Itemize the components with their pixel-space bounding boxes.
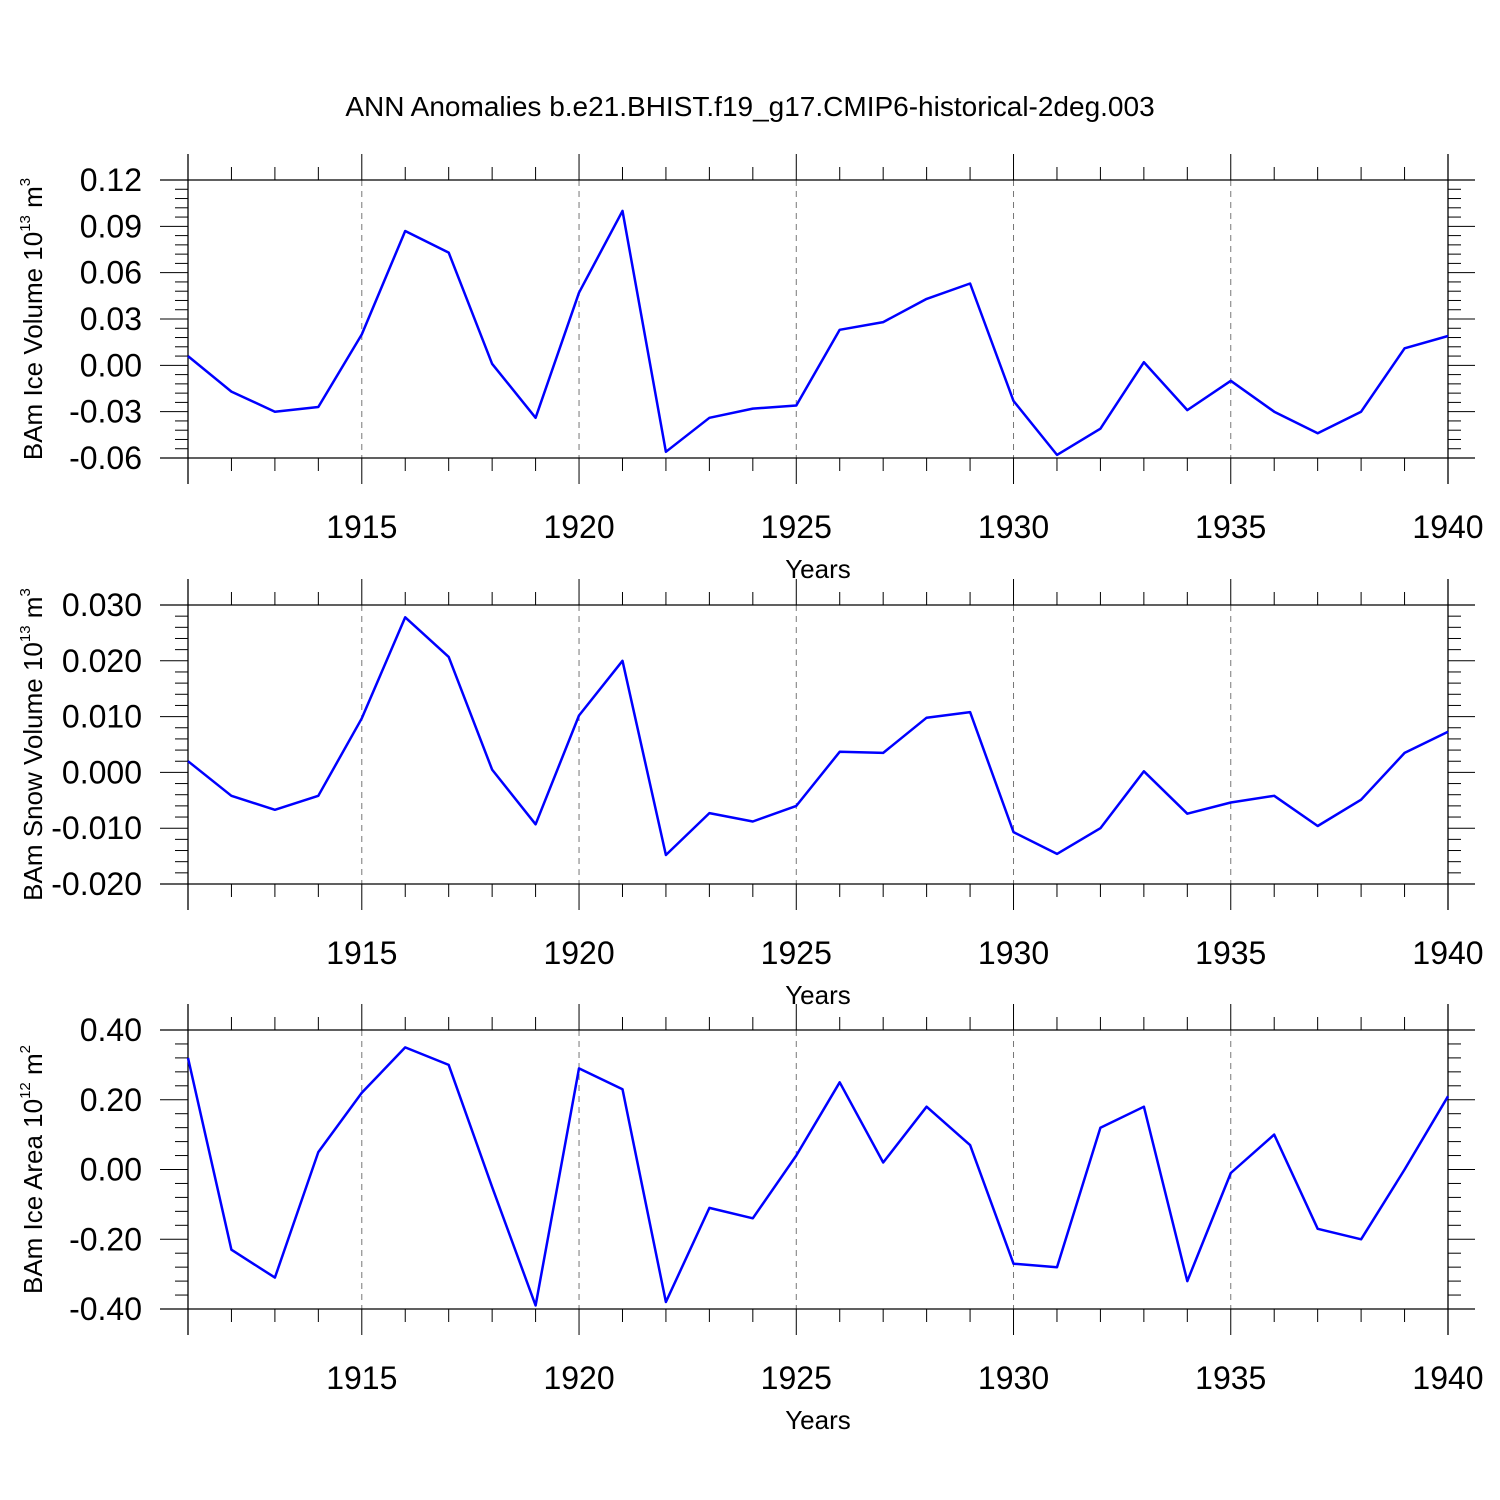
x-tick-label: 1920 <box>543 1360 614 1396</box>
y-axis-title-part: m <box>18 186 48 215</box>
x-tick-label: 1935 <box>1195 935 1266 971</box>
x-tick-label: 1935 <box>1195 509 1266 545</box>
x-tick-label: 1920 <box>543 935 614 971</box>
x-tick-label: 1915 <box>326 509 397 545</box>
y-tick-label: -0.40 <box>69 1291 142 1327</box>
y-tick-label: 0.000 <box>62 754 142 790</box>
series-line <box>187 616 1449 857</box>
x-tick-label: 1920 <box>543 509 614 545</box>
y-axis-title-part: m <box>18 597 48 626</box>
x-tick-label: 1930 <box>978 1360 1049 1396</box>
y-axis-title-part: BAm Snow Volume 10 <box>18 642 48 901</box>
y-tick-label: 0.09 <box>80 208 142 244</box>
y-axis-title-superscript: 3 <box>17 588 34 596</box>
y-tick-label: 0.12 <box>80 162 142 198</box>
y-axis-title-part: BAm Ice Area 10 <box>18 1099 48 1294</box>
x-tick-label: 1935 <box>1195 1360 1266 1396</box>
panels: 1915 1920 1925 1930 1935 1940 0.12 0.09 0.06 0.03… <box>17 154 1484 1435</box>
x-tick-label: 1940 <box>1412 935 1483 971</box>
x-tick-label: 1915 <box>326 1360 397 1396</box>
y-axis-title: BAm Ice Volume 1013 m3 <box>17 178 48 460</box>
y-tick-label: -0.03 <box>69 394 142 430</box>
y-axis-title: BAm Snow Volume 1013 m3 <box>17 588 48 901</box>
series-line <box>186 1046 1450 1307</box>
y-tick-label: -0.20 <box>69 1221 142 1257</box>
figure-title: ANN Anomalies b.e21.BHIST.f19_g17.CMIP6-… <box>345 91 1154 122</box>
x-axis-title: Years <box>785 980 851 1010</box>
y-tick-label: 0.40 <box>80 1012 142 1048</box>
x-tick-label: 1925 <box>761 1360 832 1396</box>
series-line <box>187 209 1449 457</box>
x-tick-label: 1940 <box>1412 1360 1483 1396</box>
y-tick-label: 0.03 <box>80 301 142 337</box>
panel-2: 1915 1920 1925 1930 1935 1940 0.030 0.020 0.010 0… <box>17 579 1484 1010</box>
y-axis-title-part: BAm Ice Volume 10 <box>18 232 48 460</box>
y-axis-title-superscript: 3 <box>17 178 34 186</box>
y-axis-title-superscript: 13 <box>17 215 34 232</box>
y-axis-title-superscript: 13 <box>17 625 34 642</box>
y-axis-title-superscript: 2 <box>17 1045 34 1053</box>
y-tick-label: 0.010 <box>62 699 142 735</box>
y-tick-label: 0.030 <box>62 587 142 623</box>
x-tick-label: 1925 <box>761 509 832 545</box>
y-tick-label: 0.00 <box>80 347 142 383</box>
y-axis-title: BAm Ice Area 1012 m2 <box>17 1045 48 1294</box>
y-axis-title-part: m <box>18 1053 48 1082</box>
y-tick-label: -0.010 <box>51 810 142 846</box>
x-tick-label: 1925 <box>761 935 832 971</box>
x-tick-label: 1940 <box>1412 509 1483 545</box>
y-axis-title-superscript: 12 <box>17 1082 34 1099</box>
y-tick-label: 0.020 <box>62 643 142 679</box>
y-tick-label: -0.06 <box>69 440 142 476</box>
panel-1: 1915 1920 1925 1930 1935 1940 0.12 0.09 0.06 0.03… <box>17 154 1484 584</box>
y-tick-label: 0.20 <box>80 1082 142 1118</box>
x-axis-title: Years <box>785 1405 851 1435</box>
x-tick-label: 1930 <box>978 935 1049 971</box>
x-axis-title: Years <box>785 554 851 584</box>
y-tick-label: 0.00 <box>80 1152 142 1188</box>
x-tick-label: 1930 <box>978 509 1049 545</box>
y-tick-label: 0.06 <box>80 255 142 291</box>
y-tick-label: -0.020 <box>51 866 142 902</box>
x-tick-label: 1915 <box>326 935 397 971</box>
panel-3: 1915 1920 1925 1930 1935 1940 0.40 0.20 0.00 -0.2… <box>17 1004 1484 1435</box>
